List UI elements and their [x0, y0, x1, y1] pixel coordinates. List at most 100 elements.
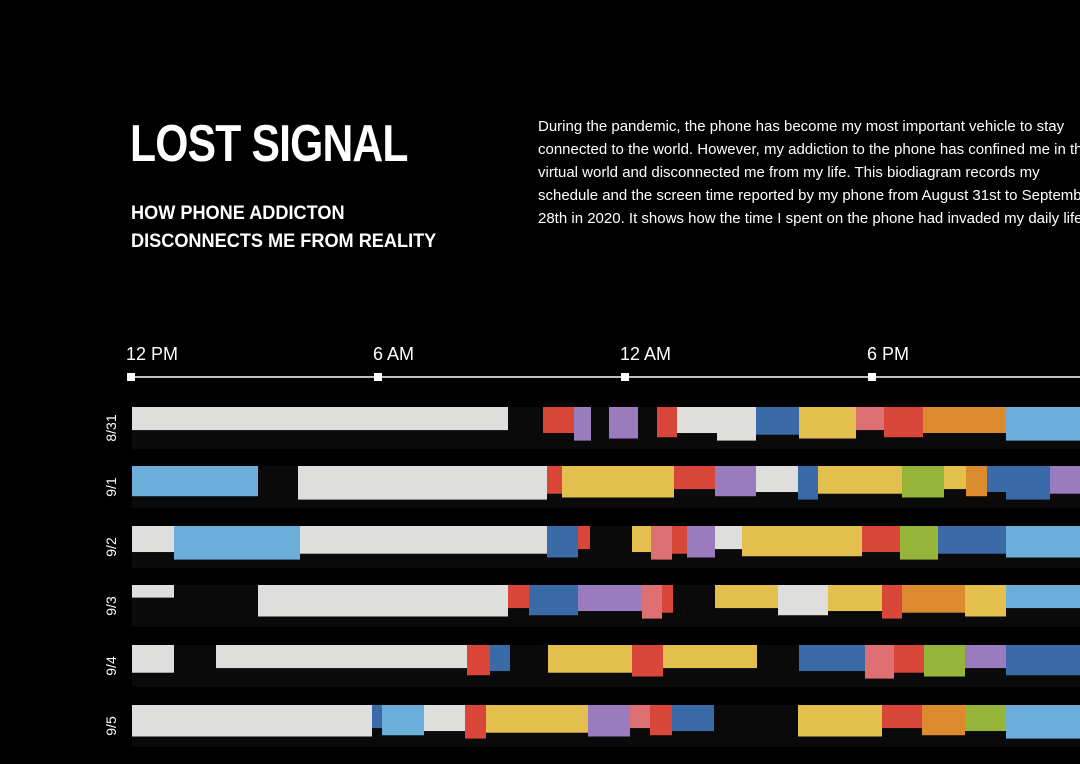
day-segment-activity-step: [650, 735, 672, 747]
day-segment-activity-step: [300, 553, 547, 568]
day-segment-activity-step: [799, 671, 865, 687]
day-segment-activity-step: [778, 615, 828, 627]
day-segment-black: [714, 705, 756, 747]
day-segment-activity-step: [798, 499, 818, 508]
subtitle-line: DISCONNECTS ME FROM REALITY: [131, 230, 437, 252]
day-label: 9/3: [103, 596, 119, 616]
subtitle-line: HOW PHONE ADDICTON: [131, 202, 345, 224]
timeline-tick-marker: [374, 373, 382, 381]
day-segment-activity-step: [1006, 608, 1080, 627]
day-label: 9/5: [103, 716, 119, 736]
day-segment-black: [638, 407, 657, 449]
day-segment-activity-step: [944, 489, 966, 508]
day-segment-activity-step: [715, 496, 756, 508]
day-label: 9/2: [103, 537, 119, 557]
day-segment-activity-step: [529, 615, 578, 627]
day-segment-activity-step: [508, 608, 529, 627]
day-segment-activity-step: [1006, 499, 1050, 508]
day-segment-activity-step: [862, 552, 900, 568]
day-segment-activity-step: [965, 616, 1006, 627]
description-line: virtual world and disconnected me from m…: [538, 164, 1040, 181]
day-segment-activity-step: [756, 434, 799, 449]
day-segment-activity-step: [923, 433, 1006, 449]
page-subtitle: HOW PHONE ADDICTON DISCONNECTS ME FROM R…: [131, 199, 436, 255]
day-segment-red: [662, 585, 673, 627]
day-segment-activity-step: [1006, 440, 1080, 449]
day-segment-activity-step: [828, 611, 882, 627]
day-segment-sleep: [132, 585, 174, 598]
day-segment-activity-step: [382, 735, 424, 747]
day-segment-activity-step: [547, 557, 578, 568]
day-segment-activity-step: [372, 728, 382, 747]
day-segment-activity-step: [966, 496, 987, 508]
day-segment-black: [258, 466, 298, 479]
day-segment-activity-step: [662, 612, 673, 627]
day-segment-activity-step: [632, 552, 651, 568]
day-segment-activity-step: [574, 440, 591, 449]
day-segment-black: [590, 526, 632, 568]
day-segment-activity-step: [132, 736, 372, 747]
day-segment-black: [174, 585, 258, 627]
day-segment-activity-step: [884, 437, 923, 449]
timeline-tick-marker: [621, 373, 629, 381]
day-segment-activity-step: [609, 438, 638, 449]
day-segment-activity-step: [630, 728, 650, 747]
day-segment-activity-step: [742, 556, 862, 568]
day-segment-black: [757, 645, 799, 687]
description-line: 28th in 2020. It shows how the time I sp…: [538, 210, 1080, 227]
day-segment-activity-step: [677, 433, 717, 449]
day-segment-activity-step: [424, 731, 465, 747]
day-segment-black: [510, 645, 548, 687]
day-segment-pink: [651, 526, 672, 568]
day-segment-activity-step: [651, 559, 672, 568]
description-paragraph: During the pandemic, the phone has becom…: [538, 115, 1080, 230]
page-title: LOST SIGNAL: [130, 115, 408, 173]
day-segment-black: [756, 705, 798, 747]
day-segment-pink: [642, 585, 662, 627]
day-segment-red: [882, 585, 902, 627]
day-segment-activity-step: [465, 738, 486, 747]
day-segment-activity-step: [882, 728, 922, 747]
day-segment-activity-step: [467, 675, 490, 687]
day-segment-activity-step: [1006, 675, 1080, 687]
day-segment-activity-step: [687, 557, 715, 568]
day-label: 9/1: [103, 477, 119, 497]
day-segment-activity-step: [578, 611, 642, 627]
day-segment-activity-step: [632, 676, 663, 687]
day-segment-activity-step: [1050, 493, 1080, 508]
day-segment-activity-step: [715, 608, 778, 627]
description-line: schedule and the screen time reported by…: [538, 187, 1080, 204]
day-segment-activity-step: [900, 559, 938, 568]
day-segment-activity-step: [216, 668, 467, 687]
description-line: During the pandemic, the phone has becom…: [538, 118, 1065, 135]
day-segment-activity-step: [965, 731, 1006, 747]
day-segment-activity-step: [548, 672, 632, 687]
day-segment-activity-step: [865, 678, 894, 687]
day-segment-activity-step: [799, 438, 856, 449]
day-segment-activity-step: [715, 549, 742, 568]
day-segment-activity-step: [717, 440, 756, 449]
day-segment-black: [591, 407, 609, 449]
day-segment-activity-step: [258, 616, 508, 627]
timeline-tick-label: 6 PM: [867, 344, 909, 364]
day-segment-purple: [574, 407, 591, 449]
day-segment-activity-step: [856, 430, 884, 449]
description-line: connected to the world. However, my addi…: [538, 141, 1080, 158]
day-segment-activity-step: [882, 618, 902, 627]
timeline-tick-marker: [127, 373, 135, 381]
day-segment-activity-step: [1006, 557, 1080, 568]
day-segment-activity-step: [756, 492, 798, 508]
day-segment-activity-step: [132, 430, 508, 449]
timeline-tick-label: 12 AM: [620, 344, 671, 364]
day-segment-activity-step: [578, 549, 590, 568]
timeline-tick-label: 6 AM: [373, 344, 414, 364]
day-segment-activity-step: [987, 492, 1006, 508]
day-label: 9/4: [103, 656, 119, 676]
day-segment-activity-step: [922, 735, 965, 747]
day-segment-activity-step: [965, 668, 1006, 687]
day-segment-activity-step: [132, 496, 258, 508]
day-segment-activity-step: [642, 618, 662, 627]
day-segment-activity-step: [174, 559, 300, 568]
day-segment-activity-step: [894, 672, 924, 687]
